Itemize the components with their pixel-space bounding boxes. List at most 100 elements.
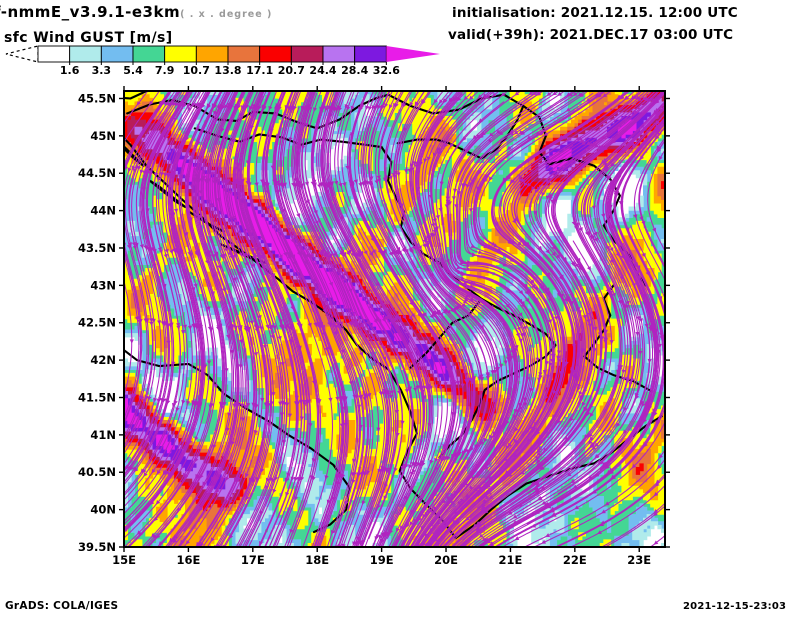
streamline xyxy=(172,109,242,547)
streamline-arrow xyxy=(563,297,568,303)
model-title: f-nmmE_v3.9.1-e3km( . x . degree ) xyxy=(0,3,272,21)
streamline-arrow xyxy=(388,394,393,399)
streamline xyxy=(225,91,286,547)
streamline-arrow xyxy=(513,130,519,135)
streamline-arrow xyxy=(357,253,362,258)
streamline-arrow xyxy=(575,377,580,382)
streamline-arrow xyxy=(230,440,235,446)
streamline-arrow xyxy=(271,273,276,278)
streamline xyxy=(461,231,639,547)
streamline-arrow xyxy=(193,322,198,328)
streamline-arrow xyxy=(428,385,433,390)
streamline-arrow xyxy=(653,491,659,497)
streamline-arrow xyxy=(269,476,274,482)
streamline-arrow xyxy=(308,106,313,111)
streamline xyxy=(604,505,665,547)
streamline-arrow xyxy=(581,401,586,407)
streamline xyxy=(224,91,284,547)
streamline-arrow xyxy=(611,292,616,298)
streamline-arrow xyxy=(209,402,215,408)
streamline xyxy=(296,91,392,547)
streamline-arrow xyxy=(156,469,161,475)
streamline-arrow xyxy=(153,397,158,403)
streamline xyxy=(233,91,298,547)
streamline-arrow xyxy=(268,325,273,331)
streamline-arrow xyxy=(229,325,234,331)
streamline-arrow xyxy=(518,174,523,179)
streamline xyxy=(236,91,302,547)
streamline-arrow xyxy=(431,312,436,318)
streamline-arrow xyxy=(354,252,359,257)
streamline-arrow xyxy=(422,312,427,317)
streamline xyxy=(217,91,273,547)
streamline-arrow xyxy=(451,380,457,385)
streamline-arrow xyxy=(116,526,122,532)
streamline-arrow xyxy=(169,170,174,176)
streamline-arrow xyxy=(397,250,402,256)
streamline-arrow xyxy=(400,525,404,530)
streamline-arrow xyxy=(653,509,659,514)
streamline-arrow xyxy=(477,94,483,99)
streamline-arrow xyxy=(530,279,535,284)
streamline-arrow xyxy=(572,91,578,96)
streamline-arrow xyxy=(275,189,280,195)
streamline-arrow xyxy=(172,101,177,107)
streamline-arrow xyxy=(531,186,536,191)
streamline-arrow xyxy=(152,248,157,254)
streamline-arrow xyxy=(394,102,399,108)
streamline-arrow xyxy=(285,402,290,407)
streamline-arrow xyxy=(479,134,484,139)
streamline-arrow xyxy=(213,180,218,186)
streamline-arrow xyxy=(272,325,277,330)
streamline xyxy=(415,91,516,547)
streamline xyxy=(506,91,643,404)
streamline xyxy=(552,92,665,447)
streamline-arrow xyxy=(408,464,413,469)
colorbar-high-open-end xyxy=(386,46,440,62)
streamline-arrow xyxy=(537,246,543,251)
streamline-arrow xyxy=(518,405,523,411)
streamline-arrow xyxy=(607,175,612,180)
streamline-arrow xyxy=(173,400,178,405)
streamline-arrow xyxy=(211,103,216,108)
streamline-arrow xyxy=(350,472,355,477)
streamline-arrow xyxy=(283,112,288,118)
streamline-arrow xyxy=(483,94,489,99)
streamline xyxy=(476,117,665,547)
streamline-arrow xyxy=(351,479,356,484)
streamline-arrow xyxy=(396,172,401,177)
streamline-arrow xyxy=(252,255,257,260)
streamline xyxy=(415,93,518,547)
streamline-arrow xyxy=(238,252,243,257)
streamline-arrow xyxy=(589,436,594,441)
streamline-arrow xyxy=(169,322,174,327)
streamline-arrow xyxy=(338,399,344,404)
streamline xyxy=(365,91,473,547)
streamline-arrow xyxy=(255,105,260,111)
streamline-arrow xyxy=(529,387,534,393)
streamline-arrow xyxy=(469,182,474,187)
streamline-arrow xyxy=(622,376,627,382)
streamline-arrow xyxy=(176,322,181,328)
streamline xyxy=(452,91,560,384)
streamline-arrow xyxy=(237,104,242,109)
streamline-arrow xyxy=(156,177,161,182)
streamline-arrow xyxy=(438,502,443,507)
streamline-arrow xyxy=(328,397,333,403)
streamline-arrow xyxy=(335,474,340,479)
streamline-arrow xyxy=(117,262,122,267)
streamline-arrow xyxy=(489,434,493,440)
streamline xyxy=(439,91,658,547)
streamline-arrow xyxy=(635,269,640,275)
streamline-arrow xyxy=(251,402,256,407)
streamline-arrow xyxy=(288,325,293,331)
streamline-arrow xyxy=(324,182,329,188)
streamline-arrow xyxy=(414,164,419,169)
streamline-arrow xyxy=(408,551,414,557)
streamline-arrow xyxy=(336,324,340,329)
streamline-arrow xyxy=(533,210,538,216)
streamline-arrow xyxy=(557,91,562,96)
streamline-arrow xyxy=(296,476,302,482)
streamline-arrow xyxy=(604,167,609,173)
streamline xyxy=(291,91,386,547)
